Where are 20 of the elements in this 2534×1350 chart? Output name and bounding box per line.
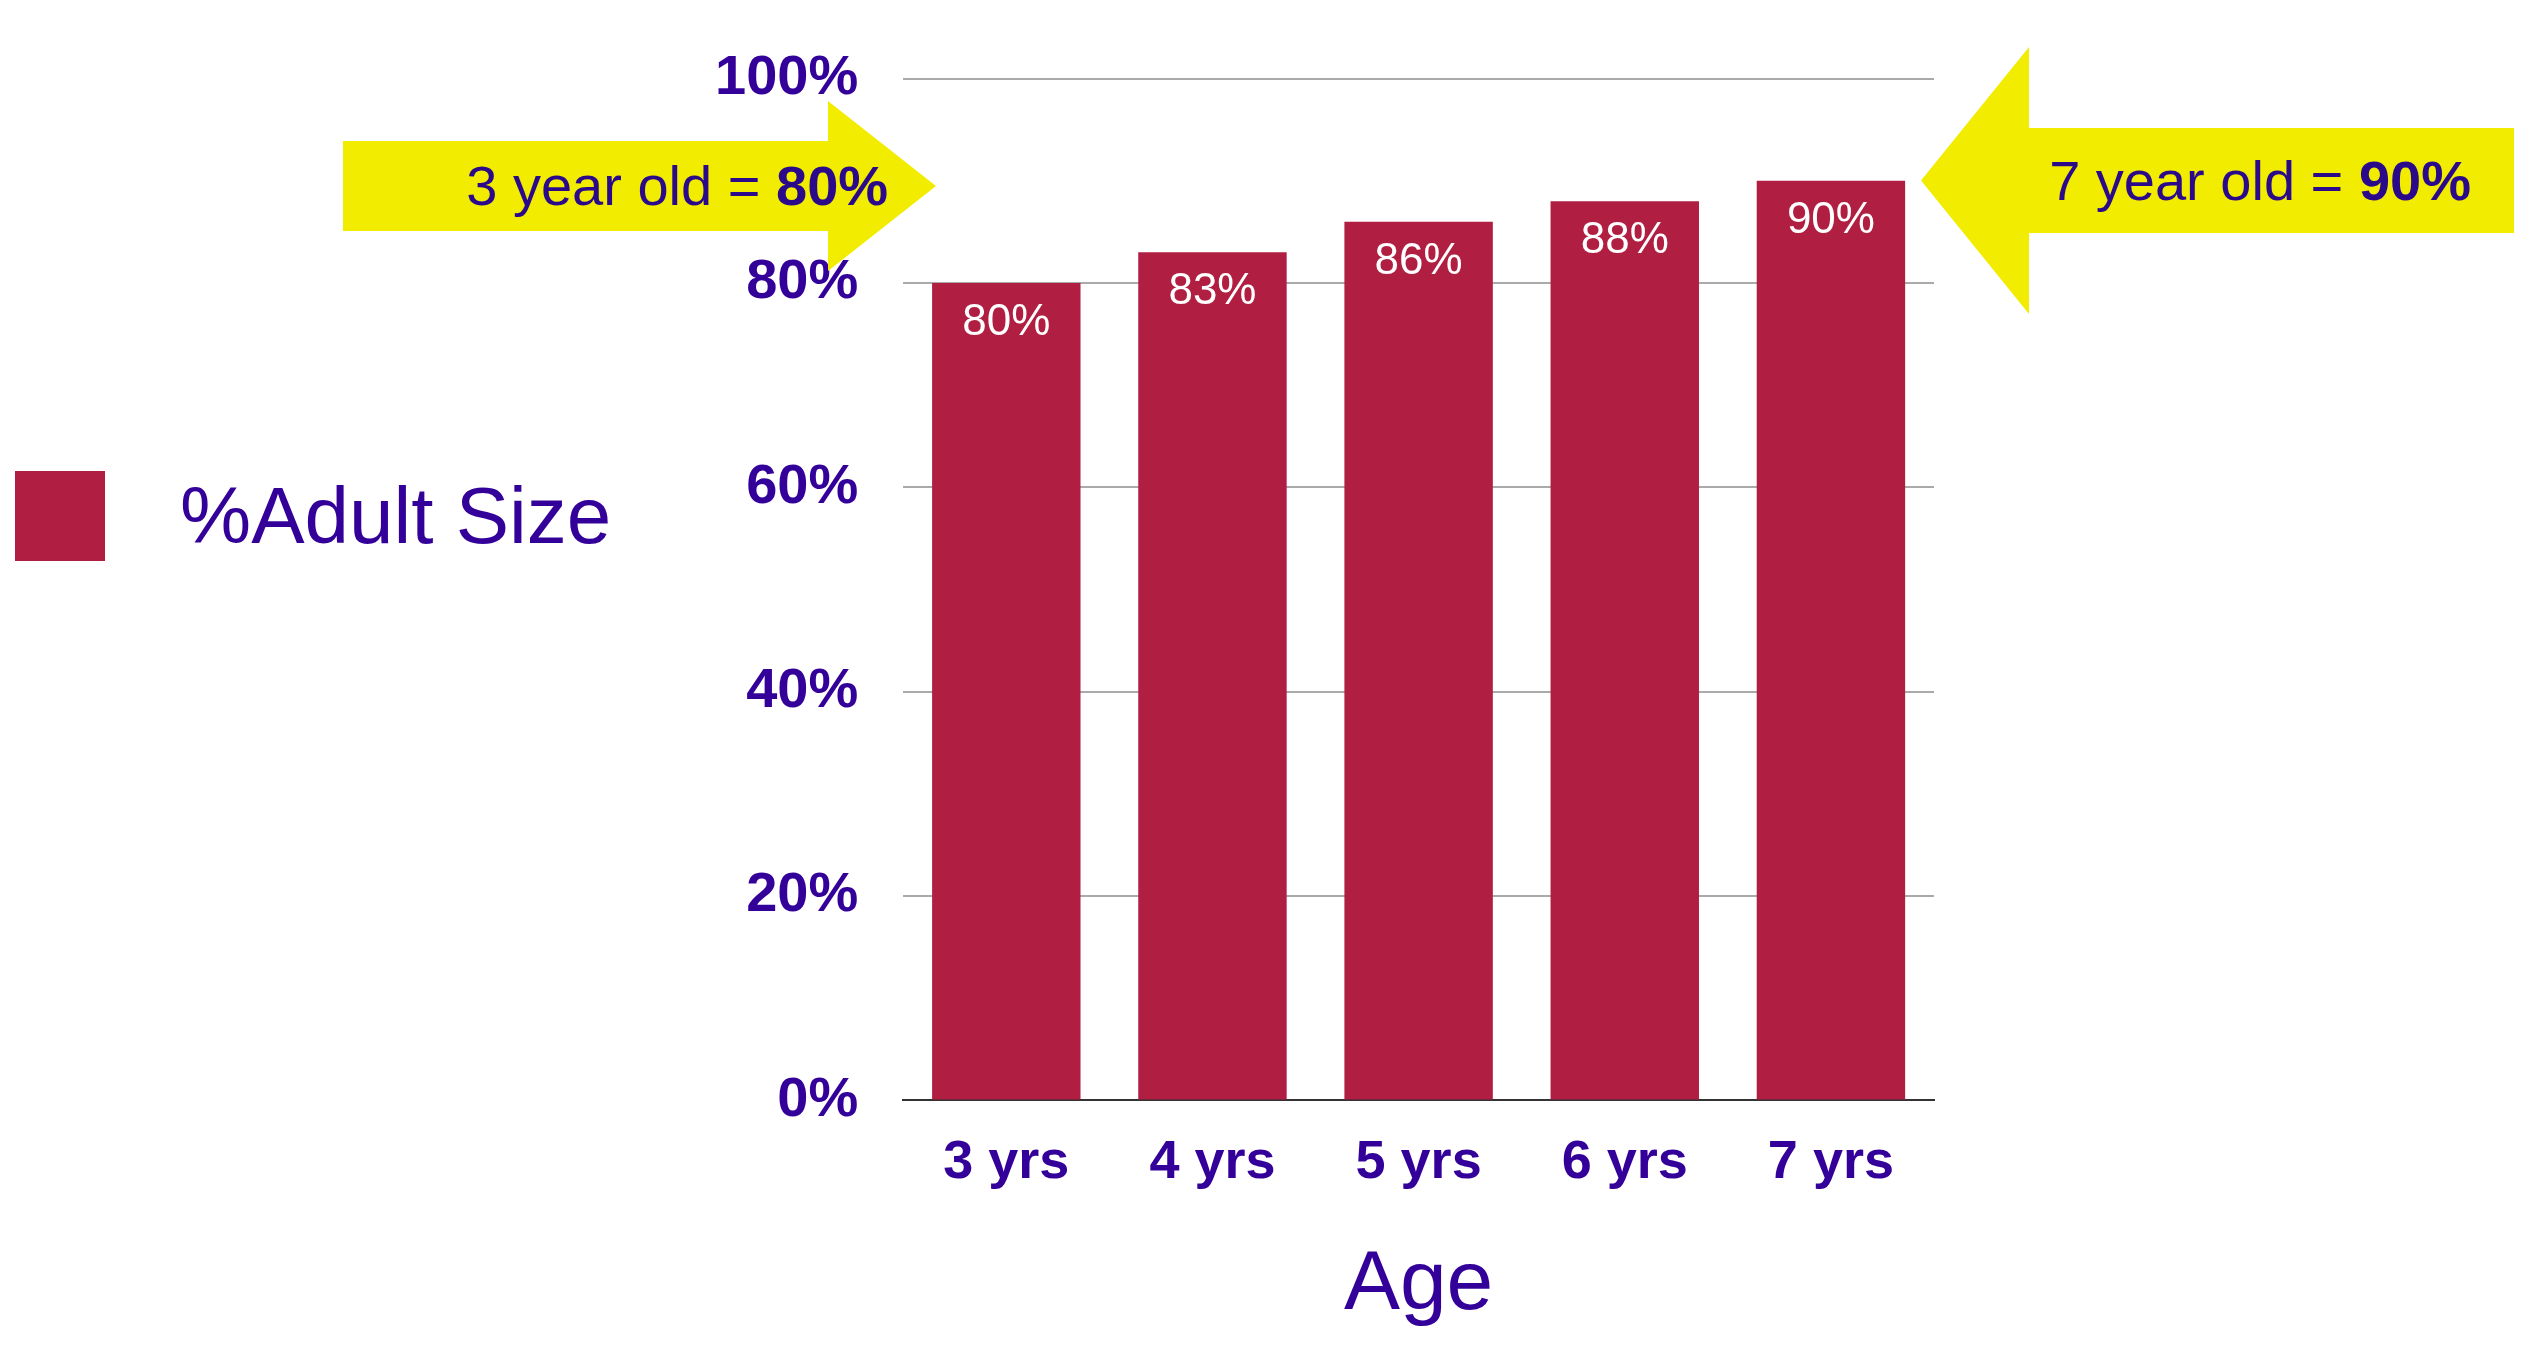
y-tick-label: 40%	[746, 656, 859, 720]
x-tick-label: 6 yrs	[1561, 1128, 1688, 1189]
text: 83%	[1168, 264, 1257, 314]
text: 3 year old = 80%	[466, 153, 889, 219]
x-tick-label: 3 yrs	[943, 1128, 1070, 1189]
y-tick-label: 100%	[714, 43, 859, 107]
legend-label: %Adult Size	[180, 470, 612, 562]
text: 80%	[962, 295, 1051, 345]
x-axis-title: Age	[1343, 1232, 1494, 1327]
text: 86%	[1374, 233, 1463, 283]
text: 90%	[1786, 192, 1875, 242]
text: 88%	[1580, 213, 1669, 263]
x-tick-label: 4 yrs	[1149, 1128, 1276, 1189]
y-tick-label: 80%	[746, 247, 859, 311]
x-tick-label: 7 yrs	[1767, 1128, 1894, 1189]
text: 7 year old = 90%	[2049, 148, 2471, 214]
y-tick-label: 20%	[746, 860, 859, 924]
y-tick-label: 0%	[777, 1064, 859, 1128]
x-tick-label: 5 yrs	[1355, 1128, 1482, 1189]
y-tick-label: 60%	[746, 451, 859, 515]
